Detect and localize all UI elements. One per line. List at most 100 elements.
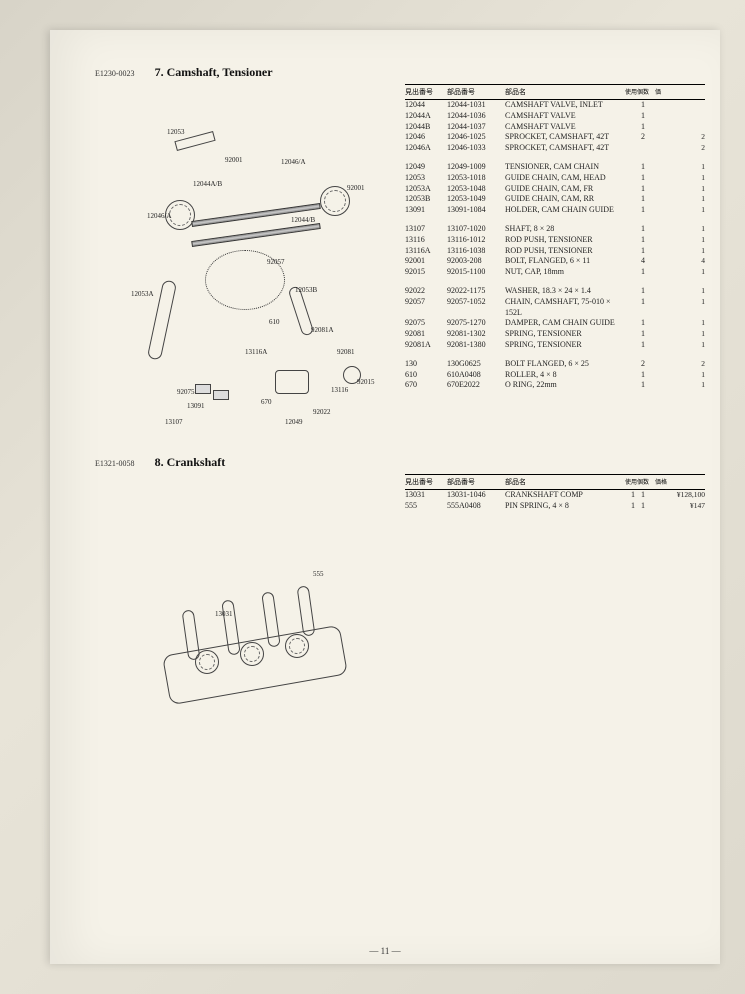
col-part: 130G0625 xyxy=(447,359,505,370)
part-row: 1309113091-1084HOLDER, CAM CHAIN GUIDE11 xyxy=(405,205,705,216)
col-price: 4 xyxy=(655,256,705,267)
col-name: GUIDE CHAIN, CAM, FR xyxy=(505,184,625,195)
col-part: 12053-1049 xyxy=(447,194,505,205)
parts-table: 1204412044-1031CAMSHAFT VALVE, INLET1120… xyxy=(405,100,705,430)
diagram-callout: 12049 xyxy=(285,418,303,426)
col-part: 12046-1033 xyxy=(447,143,505,154)
col-price: 1 xyxy=(655,297,705,319)
col-name: ROD PUSH, TENSIONER xyxy=(505,246,625,257)
diagram-callout: 92075 xyxy=(177,388,195,396)
part-row: 1204412044-1031CAMSHAFT VALVE, INLET1 xyxy=(405,100,705,111)
col-qty: 1 xyxy=(625,194,655,205)
col-ref: 92001 xyxy=(405,256,447,267)
col-ref: 13091 xyxy=(405,205,447,216)
diagram-callout: 92081A xyxy=(311,326,334,334)
col-qty: 1 xyxy=(625,205,655,216)
col-part: 13116-1012 xyxy=(447,235,505,246)
col-name: GUIDE CHAIN, CAM, RR xyxy=(505,194,625,205)
figure-code: E1230-0023 xyxy=(95,69,135,78)
diagram-callout: 92022 xyxy=(313,408,331,416)
col-ref: 12053B xyxy=(405,194,447,205)
part-row: 13116A13116-1038ROD PUSH, TENSIONER11 xyxy=(405,246,705,257)
col-price: 2 xyxy=(655,143,705,154)
col-name: CRANKSHAFT COMP xyxy=(505,490,625,501)
col-price: 2 xyxy=(655,132,705,143)
col-price: 1 xyxy=(655,370,705,381)
part-row: 610610A0408ROLLER, 4 × 811 xyxy=(405,370,705,381)
col-name: CAMSHAFT VALVE xyxy=(505,122,625,133)
col-name: BOLT FLANGED, 6 × 25 xyxy=(505,359,625,370)
diagram-callout: 555 xyxy=(313,570,324,578)
table-header: 見出番号 部品番号 部品名 使用個数 価 xyxy=(405,84,705,100)
part-row: 1205312053-1018GUIDE CHAIN, CAM, HEAD11 xyxy=(405,173,705,184)
col-price xyxy=(655,100,705,111)
diagram-callout: 13091 xyxy=(187,402,205,410)
diagram-callout: 610 xyxy=(269,318,280,326)
col-price: 1 xyxy=(655,235,705,246)
col-qty: 1 xyxy=(625,162,655,173)
col-ref: 92057 xyxy=(405,297,447,319)
col-part: 555A0408 xyxy=(447,501,505,512)
col-part: 92015-1100 xyxy=(447,267,505,278)
part-row: 9207592075-1270DAMPER, CAM CHAIN GUIDE11 xyxy=(405,318,705,329)
part-row: 1303113031-1046CRANKSHAFT COMP1 1¥128,10… xyxy=(405,490,705,501)
col-price: 1 xyxy=(655,162,705,173)
col-part: 92075-1270 xyxy=(447,318,505,329)
col-qty: 2 xyxy=(625,359,655,370)
part-row: 670670E2022O RING, 22mm11 xyxy=(405,380,705,391)
hdr-name: 部品名 xyxy=(505,87,625,97)
col-qty: 1 xyxy=(625,111,655,122)
col-part: 92003-208 xyxy=(447,256,505,267)
col-price: 1 xyxy=(655,173,705,184)
parts-group: 1204412044-1031CAMSHAFT VALVE, INLET1120… xyxy=(405,100,705,154)
col-price: 1 xyxy=(655,184,705,195)
col-name: CAMSHAFT VALVE, INLET xyxy=(505,100,625,111)
hdr-part: 部品番号 xyxy=(447,87,505,97)
parts-group: 1310713107-1020SHAFT, 8 × 28111311613116… xyxy=(405,224,705,278)
col-ref: 13031 xyxy=(405,490,447,501)
parts-group: 130130G0625BOLT FLANGED, 6 × 2522610610A… xyxy=(405,359,705,391)
col-ref: 13116 xyxy=(405,235,447,246)
col-ref: 13116A xyxy=(405,246,447,257)
col-price: 1 xyxy=(655,340,705,351)
figure-code: E1321-0058 xyxy=(95,459,135,468)
col-ref: 670 xyxy=(405,380,447,391)
col-name: CHAIN, CAMSHAFT, 75-010 × 152L xyxy=(505,297,625,319)
col-part: 13031-1046 xyxy=(447,490,505,501)
col-qty: 1 xyxy=(625,122,655,133)
diagram-callout: 12053 xyxy=(167,128,185,136)
exploded-diagram-crankshaft: 13031555 xyxy=(95,550,395,750)
col-ref: 12046A xyxy=(405,143,447,154)
col-ref: 92075 xyxy=(405,318,447,329)
col-ref: 92022 xyxy=(405,286,447,297)
col-ref: 12046 xyxy=(405,132,447,143)
part-row: 1310713107-1020SHAFT, 8 × 2811 xyxy=(405,224,705,235)
col-ref: 130 xyxy=(405,359,447,370)
section-title: 7. Camshaft, Tensioner xyxy=(155,65,273,80)
diagram-callout: 92001 xyxy=(225,156,243,164)
col-qty: 1 xyxy=(625,318,655,329)
col-ref: 12049 xyxy=(405,162,447,173)
hdr-ref: 見出番号 xyxy=(405,87,447,97)
col-name: SHAFT, 8 × 28 xyxy=(505,224,625,235)
col-part: 12044-1036 xyxy=(447,111,505,122)
col-price: 2 xyxy=(655,359,705,370)
page-number: — 11 — xyxy=(369,946,400,956)
part-row: 12053B12053-1049GUIDE CHAIN, CAM, RR11 xyxy=(405,194,705,205)
col-ref: 12053A xyxy=(405,184,447,195)
col-name: PIN SPRING, 4 × 8 xyxy=(505,501,625,512)
diagram-callout: 13116 xyxy=(331,386,348,394)
section-title: 8. Crankshaft xyxy=(155,455,226,470)
col-price xyxy=(655,111,705,122)
col-ref: 12044A xyxy=(405,111,447,122)
col-qty: 1 xyxy=(625,286,655,297)
col-part: 12053-1048 xyxy=(447,184,505,195)
col-qty: 1 xyxy=(625,297,655,319)
col-part: 12046-1025 xyxy=(447,132,505,143)
col-name: ROLLER, 4 × 8 xyxy=(505,370,625,381)
col-qty: 1 xyxy=(625,224,655,235)
col-price: 1 xyxy=(655,224,705,235)
section-camshaft: E1230-0023 7. Camshaft, Tensioner 見出番号 部… xyxy=(95,65,705,430)
diagram-callout: 12046/A xyxy=(281,158,306,166)
hdr-qty: 使用個数 xyxy=(625,477,655,487)
